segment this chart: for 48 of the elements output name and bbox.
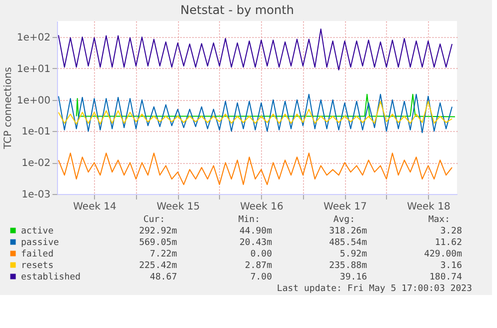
y-tick-label: 1e+00: [16, 95, 50, 106]
text: 44.90m: [239, 226, 272, 236]
text: Last update: Fri May 5 17:00:03 2023: [276, 284, 472, 294]
text: 2.87m: [244, 261, 272, 271]
line-series: [58, 100, 453, 124]
text: Min:: [238, 215, 260, 225]
text: 225.42m: [139, 261, 177, 271]
x-tick-label: Week 15: [156, 202, 200, 212]
x-tick-label: Week 17: [324, 202, 367, 212]
text: Avg:: [333, 215, 355, 225]
y-tick-label: 1e-02: [22, 158, 50, 170]
text: 235.88m: [329, 261, 367, 271]
legend-label: failed: [21, 250, 54, 260]
line-series: [58, 94, 453, 134]
x-tick-label: Week 14: [73, 202, 116, 212]
chart-title: Netstat - by month: [180, 3, 294, 17]
text: 3.16: [440, 261, 462, 271]
text: 0.00: [250, 250, 272, 260]
y-tick-label: 1e-03: [22, 190, 50, 200]
y-axis-title: TCP connections: [2, 66, 14, 150]
text: 48.67: [150, 272, 177, 282]
legend-label: established: [21, 272, 81, 282]
x-tick-label: Week 16: [240, 202, 284, 212]
text: 292.92m: [139, 226, 177, 236]
y-tick-label: 1e+02: [16, 32, 50, 44]
text: 7.00: [250, 272, 272, 282]
y-tick-label: 1e-01: [22, 126, 50, 138]
text: Max:: [428, 215, 450, 225]
legend-label: active: [21, 226, 54, 236]
legend-label: passive: [21, 238, 59, 248]
text: 485.54m: [329, 238, 367, 248]
text: 180.74: [429, 272, 462, 282]
text: 318.26m: [329, 226, 367, 236]
line-series: [58, 152, 453, 186]
text: 20.43m: [239, 238, 272, 248]
legend-label: resets: [21, 261, 54, 271]
line-series: [76, 94, 456, 118]
line-series: [58, 28, 453, 70]
text: 11.62: [434, 238, 462, 248]
text: 39.16: [340, 272, 367, 282]
text: 3.28: [440, 226, 462, 236]
text: 569.05m: [139, 238, 177, 248]
x-tick-label: Week 18: [407, 202, 450, 212]
text: Cur:: [143, 215, 165, 225]
text: 7.22m: [150, 250, 177, 260]
text: 5.92m: [340, 250, 367, 260]
y-tick-label: 1e+01: [16, 64, 50, 75]
text: 429.00m: [424, 250, 462, 260]
